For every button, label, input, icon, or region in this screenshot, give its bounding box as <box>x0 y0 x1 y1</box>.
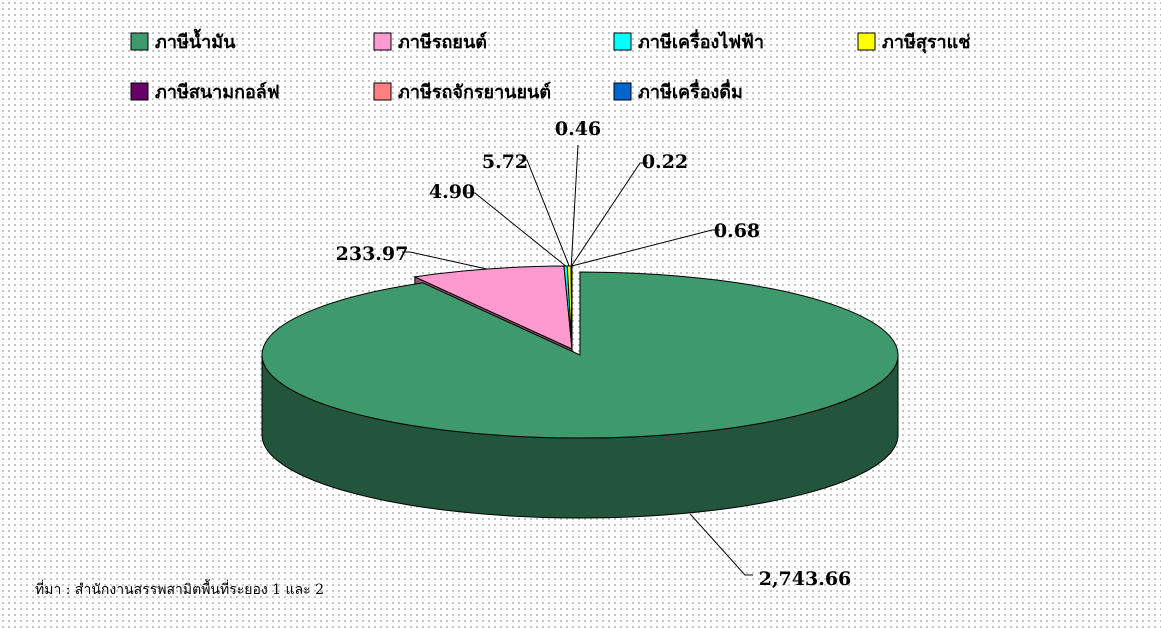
leader-line <box>570 144 579 267</box>
legend-label: ภาษีรถยนต์ <box>398 31 487 53</box>
legend-label: ภาษีรถจักรยานยนต์ <box>398 81 551 103</box>
legend-swatch <box>130 32 149 51</box>
legend-label: ภาษีสุราแช่ <box>882 32 970 54</box>
leader-line <box>571 162 648 267</box>
leader-line <box>402 251 487 270</box>
legend-label: ภาษีเครื่องดื่ม <box>638 79 743 103</box>
legend-label: ภาษีเครื่องไฟฟ้า <box>638 29 764 53</box>
legend-swatch <box>130 82 149 101</box>
pie-slice <box>261 271 899 439</box>
legend-swatch <box>373 32 392 51</box>
legend-label: ภาษีสนามกอล์ฟ <box>155 81 280 103</box>
legend-label: ภาษีน้ำมัน <box>155 28 236 53</box>
pie-slice <box>413 265 573 350</box>
data-label: 0.46 <box>555 118 601 140</box>
legend-swatch <box>373 82 392 101</box>
data-label: 0.22 <box>642 151 688 173</box>
data-label: 4.90 <box>429 181 475 203</box>
data-label: 233.97 <box>336 243 409 265</box>
leader-line <box>519 159 570 267</box>
data-label: 2,743.66 <box>759 568 852 590</box>
legend-swatch <box>857 32 876 51</box>
leader-line <box>571 229 720 267</box>
legend-swatch <box>613 32 632 51</box>
legend-swatch <box>613 82 632 101</box>
leader-line <box>467 192 566 267</box>
source-note: ที่มา : สำนักงานสรรพสามิตพื้นที่ระยอง 1 … <box>35 579 324 598</box>
data-label: 5.72 <box>482 151 528 173</box>
data-label: 0.68 <box>714 220 760 242</box>
leader-line <box>689 513 753 576</box>
